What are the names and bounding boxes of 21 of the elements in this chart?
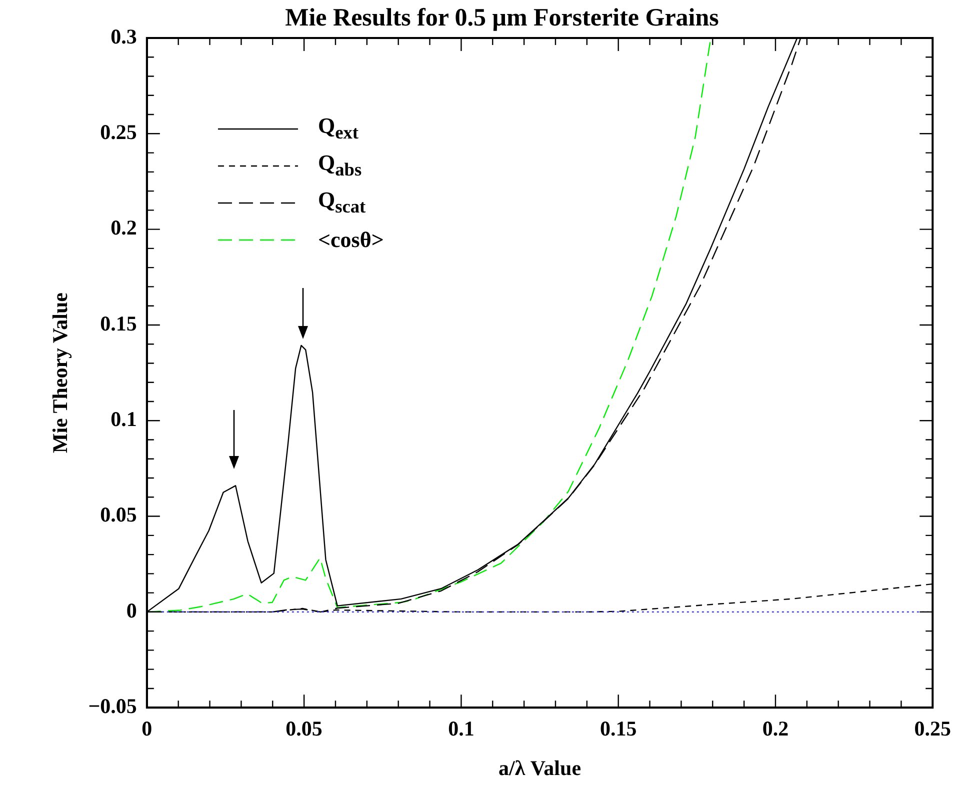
legend-label: Q$_{scat}$ — [318, 187, 366, 218]
y-tick-label: −0.05 — [88, 694, 137, 718]
x-tick-label: 0.05 — [286, 716, 322, 741]
y-tick-label: 0 — [126, 598, 137, 622]
y-tick-label: 0.05 — [100, 502, 137, 527]
legend-label: Q$_{abs}$ — [318, 150, 362, 181]
legend-label: <cosθ> — [318, 226, 384, 252]
x-tick-label: 0.25 — [914, 716, 951, 741]
chart-title: Mie Results for 0.5 μm Forsterite Grains — [285, 4, 720, 32]
y-tick-label: 0.1 — [110, 407, 137, 432]
y-tick-label: 0.3 — [110, 24, 137, 48]
x-axis-title: a/λ Value — [498, 756, 582, 780]
x-tick-label: 0.15 — [600, 716, 637, 741]
y-tick-label: 0.2 — [110, 216, 137, 240]
y-axis-title: Mie Theory Value — [48, 292, 72, 454]
y-tick-label: 0.25 — [100, 120, 137, 144]
x-tick-label: 0.2 — [762, 716, 789, 741]
x-tick-label: 0 — [142, 716, 152, 741]
y-tick-label: 0.15 — [100, 311, 137, 336]
legend-label: Q$_{ext}$ — [318, 113, 359, 144]
x-tick-label: 0.1 — [448, 716, 474, 741]
